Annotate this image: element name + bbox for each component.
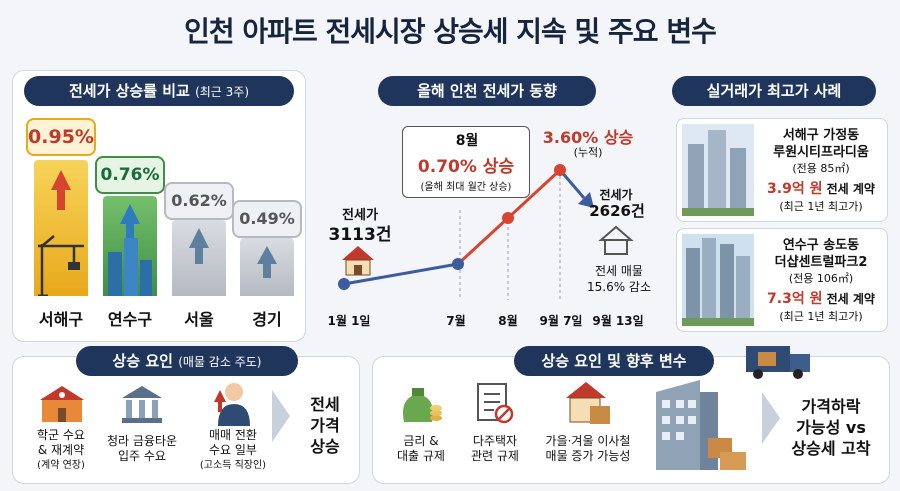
rate-comparison-title: 전세가 상승률 비교	[68, 82, 190, 100]
factor-multi-label: 다주택자 관련 규제	[471, 434, 519, 463]
x-label-jul: 7월	[446, 314, 466, 328]
buildings-icon	[108, 238, 152, 296]
person-icon	[214, 383, 250, 426]
house-outline-icon	[598, 225, 634, 255]
factor-person-label: 매매 전환 수요 일부	[209, 428, 257, 457]
value-badge-seoul: 0.62%	[164, 182, 234, 220]
bar-label-gyeonggi: 경기	[252, 310, 282, 329]
august-note: (올해 최대 월간 상승)	[420, 182, 512, 193]
case-1-district: 서해구 가정동	[782, 128, 860, 143]
case-1-note: (최근 1년 최고가)	[779, 200, 863, 213]
bar-label-yeonsu: 연수구	[107, 310, 153, 329]
rise-result: 전세 가격 상승	[310, 395, 340, 456]
page-title: 인천 아파트 전세시장 상승세 지속 및 주요 변수	[184, 15, 717, 48]
case-2-price-suffix: 전세 계약	[822, 292, 875, 306]
up-arrow-icon	[189, 228, 209, 248]
factor-school-label: 학군 수요 & 재계약	[37, 428, 85, 457]
case-2-district: 연수구 송도동	[782, 238, 860, 253]
end-label: 전세가	[599, 188, 633, 202]
bar-arrow-shaft	[195, 246, 203, 264]
case-1-price-line: 3.9억 원 전세 계약	[756, 178, 886, 198]
august-title: 8월	[455, 133, 479, 149]
bar-arrow-shaft	[263, 262, 271, 278]
apartment-photo-1	[682, 124, 754, 216]
x-label-jan1: 1월 1일	[327, 314, 371, 328]
chevron-right-icon	[762, 392, 780, 444]
case-2-name: 더샵센트럴파크2	[774, 255, 868, 270]
factor-season-label: 가을·겨울 이사철 매물 증가 가능성	[545, 434, 631, 463]
value-badge-gyeonggi: 0.49%	[232, 200, 302, 238]
case-2-price-line: 7.3억 원 전세 계약	[756, 288, 886, 308]
august-rate: 0.70% 상승	[417, 157, 515, 177]
rate-comparison-note: (최근 3주)	[195, 85, 250, 99]
case-1-area: (전용 85㎡)	[792, 162, 850, 175]
case-2-price: 7.3억 원	[767, 291, 823, 307]
case-2-note: (최근 1년 최고가)	[779, 310, 863, 323]
school-icon	[40, 386, 84, 422]
top-price-header: 실거래가 최고가 사례	[672, 76, 876, 106]
supply-label: 전세 매물	[595, 264, 643, 278]
case-1-price: 3.9억 원	[767, 181, 823, 197]
factor-person-note: (고소득 직장인)	[199, 460, 267, 471]
bank-icon	[122, 386, 162, 423]
trend-line-chart	[338, 164, 594, 300]
up-arrow-icon	[257, 246, 277, 264]
case-1-price-suffix: 전세 계약	[822, 182, 875, 196]
august-callout	[402, 126, 530, 198]
value-badge-seohae: 0.95%	[26, 118, 96, 156]
x-label-aug: 8월	[498, 314, 518, 328]
rise-factors-header: 상승 요인 (매물 감소 주도)	[76, 346, 298, 376]
supply-value: 15.6% 감소	[586, 280, 652, 294]
bar-label-seoul: 서울	[184, 310, 214, 329]
trend-header: 올해 인천 전세가 동향	[378, 76, 596, 106]
rate-comparison-header: 전세가 상승률 비교 (최근 3주)	[24, 76, 294, 106]
value-badge-yeonsu: 0.76%	[95, 156, 165, 194]
rise-factors-title: 상승 요인	[112, 352, 173, 370]
up-arrow-icon	[51, 170, 71, 190]
peak-note: (누적)	[573, 146, 603, 159]
factor-school-note: (계약 연장)	[37, 460, 85, 471]
chevron-right-icon	[272, 390, 290, 442]
house-box-icon	[566, 382, 610, 424]
factor-bank-label: 청라 금융타운 입주 수요	[106, 434, 178, 463]
start-label: 전세가	[342, 208, 378, 223]
rise-factors-note: (매물 감소 주도)	[178, 355, 262, 369]
crane-icon	[38, 235, 84, 296]
bar-arrow-shaft	[57, 188, 65, 210]
house-icon	[342, 246, 374, 276]
future-result: 가격하락 가능성 vs 상승세 고착	[791, 397, 871, 458]
apartment-photo-2	[682, 234, 754, 326]
future-factors-panel	[372, 356, 890, 484]
building-boxes-icon	[656, 380, 746, 470]
peak-rate: 3.60% 상승	[542, 128, 634, 147]
x-label-sep13: 9월 13일	[592, 314, 644, 328]
factor-rate-label: 금리 & 대출 규제	[397, 434, 445, 463]
up-arrow-icon	[120, 204, 140, 224]
bar-label-seohae: 서해구	[38, 310, 84, 329]
case-2-area: (전용 106㎡)	[788, 272, 854, 285]
case-1-name: 루원시티프라디움	[773, 145, 869, 160]
money-icon	[403, 388, 442, 422]
truck-icon	[746, 346, 810, 379]
checklist-icon	[477, 383, 514, 424]
start-value: 3113건	[328, 225, 392, 245]
bar-arrow-shaft	[126, 222, 134, 242]
future-factors-header: 상승 요인 및 향후 변수	[514, 346, 714, 376]
end-value: 2626건	[589, 202, 645, 220]
x-label-sep7: 9월 7일	[539, 314, 583, 328]
